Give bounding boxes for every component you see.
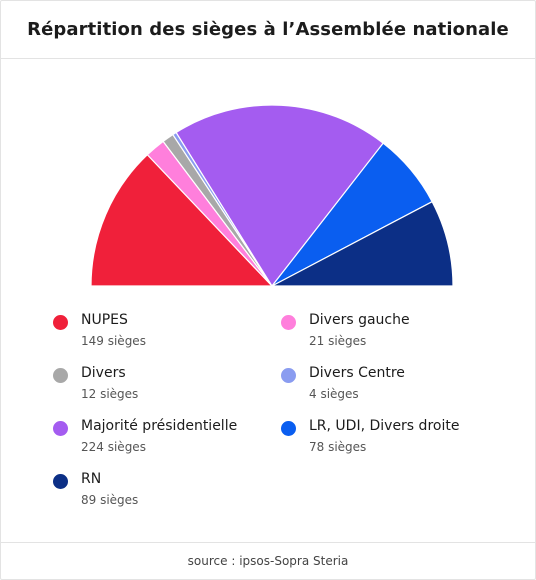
legend-label: LR, UDI, Divers droite: [309, 418, 460, 434]
chart-title: Répartition des sièges à l’Assemblée nat…: [27, 19, 509, 40]
legend-label: NUPES: [81, 312, 128, 328]
legend-text: Divers gauche 21 sièges: [309, 311, 410, 350]
legend-text: Majorité présidentielle 224 sièges: [81, 417, 237, 456]
slice-nupes: [90, 154, 273, 287]
legend-value: 12 sièges: [81, 387, 139, 401]
legend-value: 149 sièges: [81, 334, 146, 348]
legend-label: Divers: [81, 365, 126, 381]
legend-item-divers-centre: Divers Centre 4 sièges: [281, 364, 405, 403]
legend-value: 78 sièges: [309, 440, 367, 454]
legend-text: NUPES 149 sièges: [81, 311, 146, 350]
legend-item-rn: RN 89 sièges: [53, 470, 138, 509]
legend-item-divers: Divers 12 sièges: [53, 364, 138, 403]
legend-swatch: [281, 315, 296, 330]
legend-label: RN: [81, 471, 102, 487]
legend-value: 21 sièges: [309, 334, 367, 348]
legend-swatch: [53, 421, 68, 436]
hemicycle-chart: [1, 59, 535, 299]
legend-swatch: [53, 474, 68, 489]
chart-footer: source : ipsos-Sopra Steria: [1, 542, 535, 579]
legend-swatch: [53, 315, 68, 330]
legend-label: Divers gauche: [309, 312, 410, 328]
hemicycle-svg: [90, 104, 454, 287]
legend-text: RN 89 sièges: [81, 470, 138, 509]
legend-text: Divers Centre 4 sièges: [309, 364, 405, 403]
legend-item-lr-udi-divers-droite: LR, UDI, Divers droite 78 sièges: [281, 417, 459, 456]
legend-swatch: [281, 421, 296, 436]
slice-rn: [271, 201, 454, 287]
legend-text: Divers 12 sièges: [81, 364, 138, 403]
slice-majorit-pr-sidentielle: [175, 104, 384, 287]
legend-text: LR, UDI, Divers droite 78 sièges: [309, 417, 459, 456]
legend-item-divers-gauche: Divers gauche 21 sièges: [281, 311, 410, 350]
legend-label: Majorité présidentielle: [81, 418, 238, 434]
legend-item-nupes: NUPES 149 sièges: [53, 311, 146, 350]
legend-value: 224 sièges: [81, 440, 146, 454]
legend-value: 4 sièges: [309, 387, 359, 401]
legend-item-majorit-pr-sidentielle: Majorité présidentielle 224 sièges: [53, 417, 237, 456]
legend-swatch: [281, 368, 296, 383]
legend-swatch: [53, 368, 68, 383]
chart-header: Répartition des sièges à l’Assemblée nat…: [1, 1, 535, 59]
source-text: source : ipsos-Sopra Steria: [187, 554, 349, 568]
legend-label: Divers Centre: [309, 365, 405, 381]
legend-value: 89 sièges: [81, 493, 139, 507]
